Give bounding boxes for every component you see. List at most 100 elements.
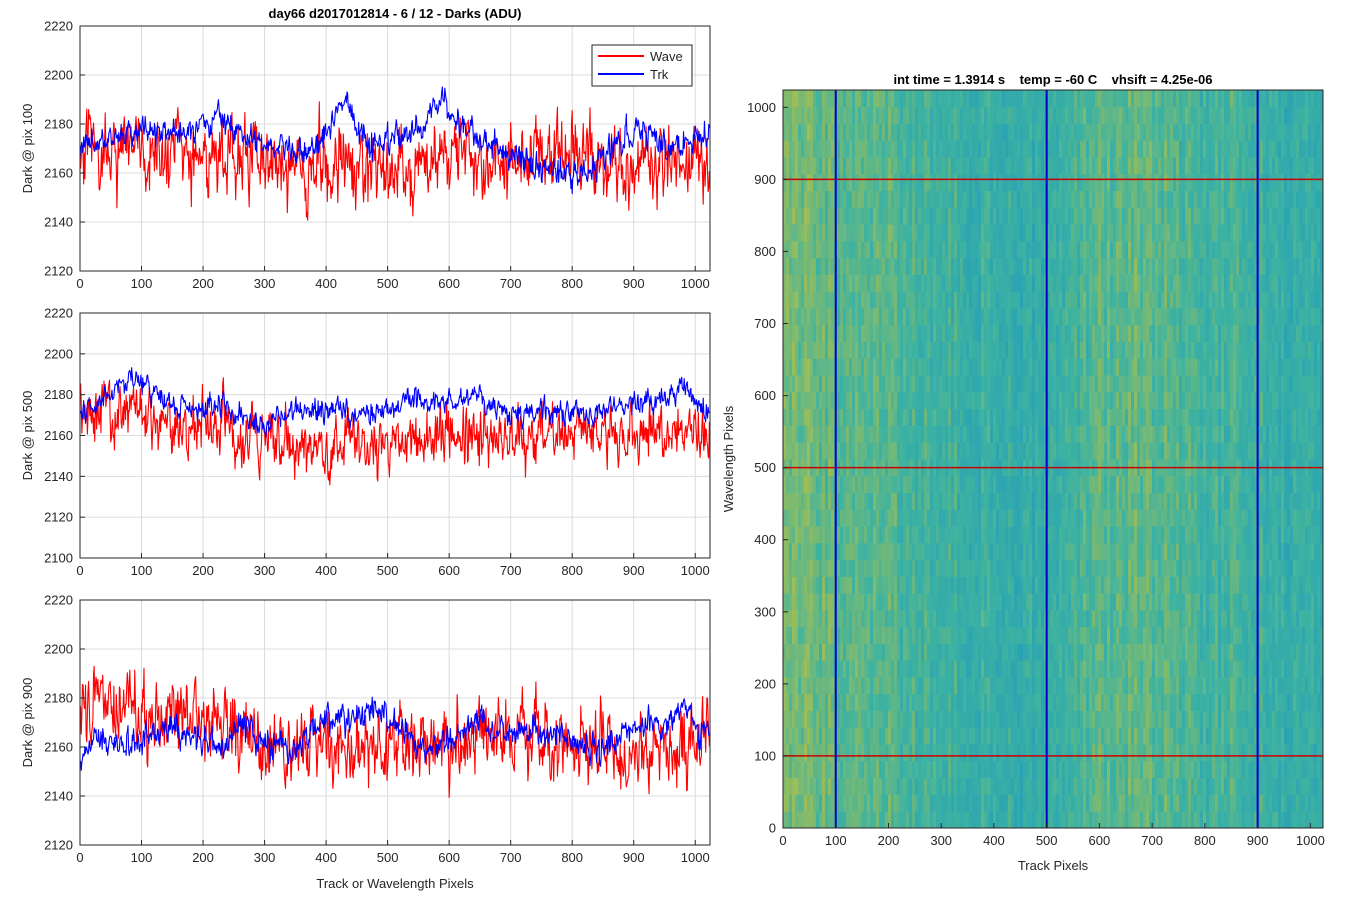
heatmap-cell: [1032, 677, 1036, 695]
heatmap-cell: [804, 274, 808, 292]
heatmap-cell: [900, 811, 904, 828]
heatmap-cell: [1095, 777, 1099, 795]
heatmap-cell: [891, 660, 895, 678]
heatmap-cell: [1074, 90, 1078, 108]
heatmap-cell: [972, 777, 976, 795]
heatmap-cell: [903, 526, 907, 544]
heatmap-cell: [942, 190, 946, 208]
heatmap-cell: [936, 727, 940, 745]
heatmap-cell: [942, 408, 946, 426]
x-tick-labels: 0 100 200 300 400 500 600 700 800 900 1000: [76, 553, 710, 578]
heatmap-cell: [981, 408, 985, 426]
heatmap-cell: [840, 391, 844, 410]
heatmap-cell: [969, 358, 973, 376]
heatmap-cell: [1002, 240, 1006, 259]
heatmap-cell: [864, 626, 868, 644]
heatmap-cell: [939, 257, 943, 275]
heatmap-cell: [999, 207, 1003, 225]
heatmap-cell: [1062, 224, 1066, 242]
heatmap-cell: [1077, 224, 1081, 242]
heatmap-cell: [1086, 291, 1090, 309]
heatmap-cell: [924, 207, 928, 225]
heatmap-cell: [960, 375, 964, 393]
heatmap-cell: [837, 425, 841, 443]
heatmap-cell: [942, 693, 946, 711]
heatmap-cell: [954, 425, 958, 443]
heatmap-cell: [858, 693, 862, 711]
heatmap-cell: [1086, 593, 1090, 611]
heatmap-cell: [1023, 358, 1027, 376]
heatmap-cell: [831, 475, 835, 493]
heatmap-cell: [810, 526, 814, 544]
heatmap-cell: [1059, 509, 1063, 527]
heatmap-cell: [933, 257, 937, 275]
heatmap-cell: [882, 576, 886, 594]
heatmap-cell: [876, 442, 880, 460]
heatmap-cell: [1017, 526, 1021, 544]
heatmap-cell: [1071, 526, 1075, 544]
heatmap-cell: [828, 475, 832, 493]
heatmap-cell: [942, 509, 946, 527]
heatmap-cell: [912, 643, 916, 661]
heatmap-cell: [786, 509, 790, 527]
heatmap-cell: [819, 274, 823, 292]
heatmap-cell: [783, 677, 787, 695]
heatmap-cell: [879, 257, 883, 275]
heatmap-cell: [909, 274, 913, 292]
heatmap-cell: [990, 123, 994, 141]
heatmap-cell: [804, 760, 808, 779]
heatmap-cell: [1026, 224, 1030, 242]
heatmap-cell: [921, 609, 925, 628]
heatmap-cell: [1059, 542, 1063, 561]
heatmap-cell: [1101, 677, 1105, 695]
heatmap-cell: [963, 727, 967, 745]
x-axis-label: Track or Wavelength Pixels: [316, 876, 474, 891]
heatmap-cell: [861, 341, 865, 359]
x-tick-label: 200: [192, 850, 214, 865]
heatmap-cell: [1008, 542, 1012, 561]
heatmap-cell: [999, 358, 1003, 376]
heatmap-cell: [1002, 710, 1006, 728]
heatmap-cell: [816, 794, 820, 812]
heatmap-cell: [882, 140, 886, 158]
heatmap-cell: [1050, 140, 1054, 158]
heatmap-cell: [924, 475, 928, 493]
heatmap-cell: [1104, 190, 1108, 208]
heatmap-cell: [867, 744, 871, 762]
heatmap-cell: [840, 643, 844, 661]
heatmap-cell: [1029, 559, 1033, 577]
heatmap-cell: [1092, 375, 1096, 393]
heatmap-cell: [795, 140, 799, 158]
heatmap-cell: [828, 693, 832, 711]
heatmap-cell: [882, 375, 886, 393]
heatmap-cell: [1026, 542, 1030, 561]
heatmap-cell: [804, 794, 808, 812]
heatmap-cell: [879, 358, 883, 376]
heatmap-cell: [855, 811, 859, 828]
heatmap-cell: [885, 123, 889, 141]
heatmap-cell: [1005, 643, 1009, 661]
heatmap-cell: [933, 274, 937, 292]
heatmap-cell: [942, 609, 946, 628]
heatmap-cell: [1095, 240, 1099, 259]
heatmap-cell: [1041, 710, 1045, 728]
heatmap-cell: [819, 744, 823, 762]
heatmap-cell: [840, 324, 844, 342]
heatmap-cell: [1008, 760, 1012, 779]
heatmap-cell: [798, 475, 802, 493]
heatmap-cell: [945, 492, 949, 510]
heatmap-cell: [1089, 576, 1093, 594]
heatmap-cell: [942, 274, 946, 292]
heatmap-cell: [990, 744, 994, 762]
heatmap-cell: [837, 123, 841, 141]
heatmap-cell: [1086, 207, 1090, 225]
heatmap-cell: [1002, 744, 1006, 762]
heatmap-cell: [999, 626, 1003, 644]
heatmap-cell: [1056, 140, 1060, 158]
heatmap-cell: [858, 157, 862, 175]
heatmap-cell: [1107, 442, 1111, 460]
heatmap-cell: [1083, 811, 1087, 828]
heatmap-cell: [969, 593, 973, 611]
heatmap-cell: [882, 257, 886, 275]
heatmap-cell: [972, 542, 976, 561]
